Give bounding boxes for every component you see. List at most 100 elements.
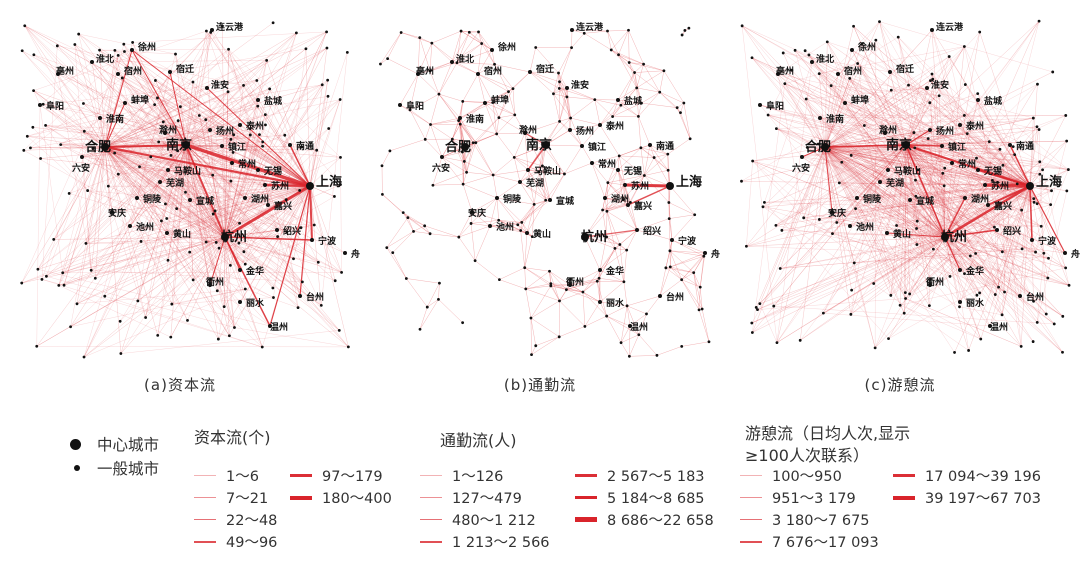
general-city-node: [605, 209, 609, 213]
flow-line: [36, 346, 349, 348]
flow-line: [944, 236, 978, 296]
flow-line: [382, 194, 404, 213]
flow-line: [309, 99, 341, 187]
flow-line: [959, 185, 1031, 303]
flow-line: [819, 73, 906, 299]
general-city-node: [803, 49, 807, 53]
flow-line: [529, 71, 560, 89]
flow-line: [57, 73, 311, 187]
flow-line: [85, 144, 187, 244]
flow-line: [905, 144, 966, 199]
flow-line: [909, 236, 946, 295]
flow-line: [598, 278, 601, 303]
flow-line: [776, 144, 907, 343]
flow-line: [210, 32, 342, 273]
flow-line: [175, 54, 187, 146]
general-city-node: [532, 202, 536, 206]
flow-line: [824, 132, 915, 148]
flow-line: [841, 162, 976, 254]
flow-line: [1029, 185, 1033, 241]
flow-line: [462, 151, 464, 185]
flow-line: [628, 62, 637, 88]
general-city-node: [878, 180, 882, 184]
panel-caption-commute: (b)通勤流: [503, 376, 577, 394]
general-city-node: [662, 69, 666, 73]
general-city-node: [176, 119, 180, 123]
flow-line: [489, 225, 521, 231]
general-city-node: [774, 224, 778, 227]
flow-line: [108, 71, 171, 187]
general-city-node: [346, 345, 350, 349]
flow-line: [493, 169, 529, 176]
general-city-node: [166, 168, 170, 172]
city-label: 芜湖: [526, 177, 544, 189]
flow-line: [58, 285, 171, 338]
flow-line: [638, 334, 658, 356]
flow-line: [46, 148, 94, 277]
flow-line: [566, 96, 595, 100]
general-city-node: [776, 72, 780, 76]
general-city-node: [1067, 283, 1071, 287]
flow-line: [803, 217, 1049, 259]
flow-line: [389, 139, 426, 152]
flow-line: [630, 202, 638, 231]
general-city-node: [1064, 114, 1068, 117]
general-city-node: [622, 280, 626, 284]
flow-line: [1021, 185, 1031, 249]
general-city-node: [462, 159, 466, 163]
flow-line: [272, 185, 311, 289]
general-city-node: [1051, 70, 1055, 74]
flow-line: [481, 43, 495, 65]
flow-line: [746, 144, 907, 247]
flow-line: [309, 47, 328, 187]
flow-line: [584, 30, 608, 34]
flow-line: [459, 117, 477, 143]
flow-line: [108, 185, 226, 238]
flow-line: [626, 305, 640, 335]
general-city-node: [580, 144, 584, 148]
flow-line: [905, 84, 966, 146]
flow-line: [185, 144, 235, 328]
city-label: 温州: [990, 321, 1008, 333]
flow-line: [491, 49, 495, 65]
flow-line: [824, 146, 1021, 297]
general-city-node: [637, 114, 640, 118]
flow-line: [830, 85, 1070, 286]
flow-line: [629, 355, 657, 357]
flow-line: [1033, 169, 1069, 199]
flow-line: [582, 291, 601, 303]
flow-line: [824, 146, 911, 201]
flow-line: [409, 93, 440, 111]
flow-line: [776, 117, 1034, 129]
general-city-node: [490, 48, 494, 52]
flow-line: [824, 126, 1037, 148]
flow-line: [663, 70, 685, 104]
legend-capital-item-label: 180～400: [322, 491, 392, 507]
legend-capital-item: 97～179: [290, 465, 383, 486]
general-city-node: [272, 296, 275, 299]
flow-line: [994, 185, 1031, 228]
flow-line: [68, 146, 106, 194]
flow-line: [659, 266, 671, 297]
flow-line: [185, 144, 322, 306]
flow-line: [780, 144, 907, 269]
flow-line: [916, 31, 980, 222]
flow-line: [964, 227, 995, 274]
flow-line: [836, 222, 946, 238]
flow-line: [99, 50, 106, 148]
flow-line: [224, 236, 313, 241]
flow-line: [977, 169, 1031, 187]
flow-line: [905, 129, 1040, 146]
flow-line: [599, 116, 613, 126]
flow-line: [844, 102, 1031, 187]
general-city-node: [635, 86, 639, 90]
flow-line: [299, 80, 328, 297]
flow-line: [944, 236, 1038, 323]
flow-line: [808, 54, 916, 181]
flow-line: [670, 266, 694, 273]
flow-line: [92, 148, 146, 318]
general-city-node: [123, 101, 127, 105]
general-city-node: [606, 181, 610, 185]
flow-line: [850, 185, 1031, 315]
flow-line: [104, 32, 297, 148]
